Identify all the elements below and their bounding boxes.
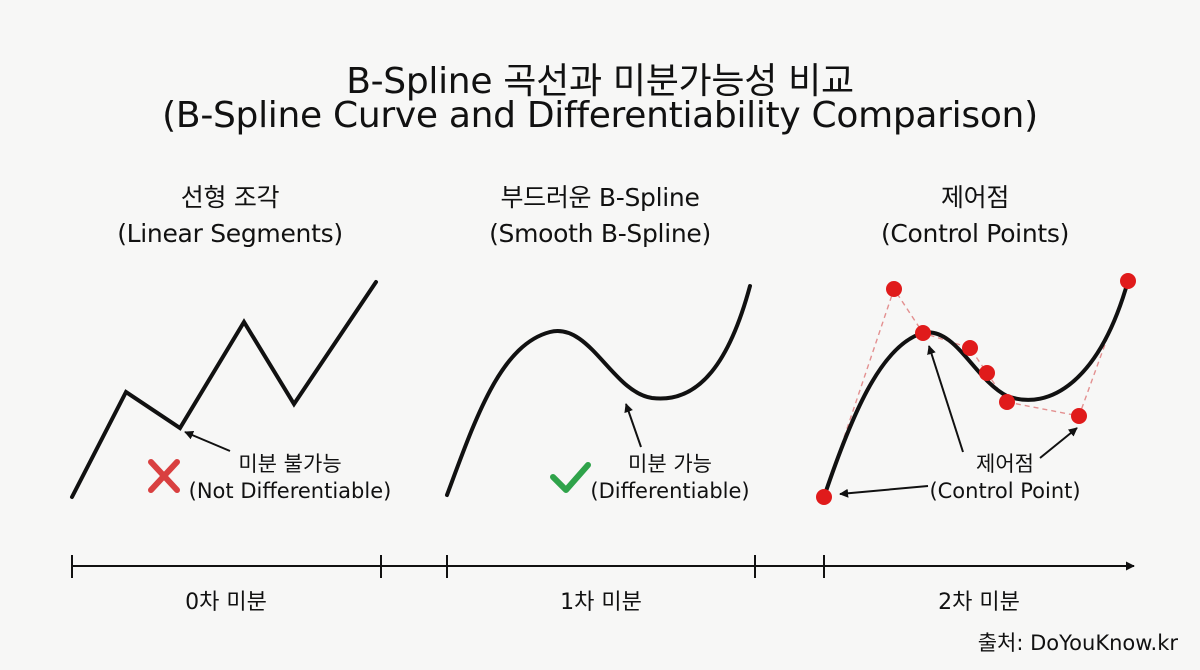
panel-control-title-en: (Control Points) [880, 219, 1070, 248]
linear-annotation-arrow [184, 431, 231, 452]
linear-segments-curve [70, 280, 378, 499]
smooth-annotation-ko: 미분 가능 [628, 452, 712, 476]
control-annotation: 제어점 (Control Point) [920, 451, 1090, 505]
control-point-curve [822, 279, 1130, 499]
control-annotation-en: (Control Point) [929, 479, 1081, 503]
panel-smooth-title: 부드러운 B-Spline (Smooth B-Spline) [420, 180, 780, 252]
axis-label-2nd: 2차 미분 [938, 590, 1020, 615]
smooth-bspline-curve [445, 284, 752, 497]
cross-icon [148, 459, 180, 493]
smooth-annotation-en: (Differentiable) [590, 479, 750, 503]
control-point [979, 365, 995, 381]
linear-annotation: 미분 불가능 (Not Differentiable) [185, 451, 395, 505]
check-icon [550, 462, 591, 493]
source-credit: 출처: DoYouKnow.kr [977, 631, 1178, 655]
axis-label-0th: 0차 미분 [185, 590, 267, 615]
control-point [999, 394, 1015, 410]
control-point [816, 489, 832, 505]
linear-annotation-ko: 미분 불가능 [238, 452, 342, 476]
control-point [962, 340, 978, 356]
page-title: B-Spline 곡선과 미분가능성 비교 [346, 61, 854, 102]
control-point [1120, 273, 1136, 289]
control-annotation-arrow-up [927, 345, 964, 453]
panel-control-title-ko: 제어점 [940, 183, 1010, 212]
control-point [1071, 408, 1087, 424]
panel-linear-title-ko: 선형 조각 [180, 183, 280, 212]
linear-annotation-en: (Not Differentiable) [188, 479, 392, 503]
smooth-annotation-arrow [624, 403, 642, 448]
control-point [915, 325, 931, 341]
control-annotation-arrow-right [1039, 427, 1078, 459]
panel-smooth-title-en: (Smooth B-Spline) [489, 219, 711, 248]
axis-label-1st: 1차 미분 [560, 590, 642, 615]
panel-control-title: 제어점 (Control Points) [795, 180, 1155, 252]
control-annotation-ko: 제어점 [976, 452, 1034, 476]
control-annotation-arrow-left [839, 485, 929, 498]
smooth-annotation: 미분 가능 (Differentiable) [580, 451, 760, 505]
control-polygon [823, 280, 1129, 498]
panel-linear-title-en: (Linear Segments) [117, 219, 343, 248]
control-point [886, 281, 902, 297]
page-subtitle: (B-Spline Curve and Differentiability Co… [162, 95, 1038, 136]
panel-linear-title: 선형 조각 (Linear Segments) [50, 180, 410, 252]
panel-smooth-title-ko: 부드러운 B-Spline [500, 183, 700, 212]
